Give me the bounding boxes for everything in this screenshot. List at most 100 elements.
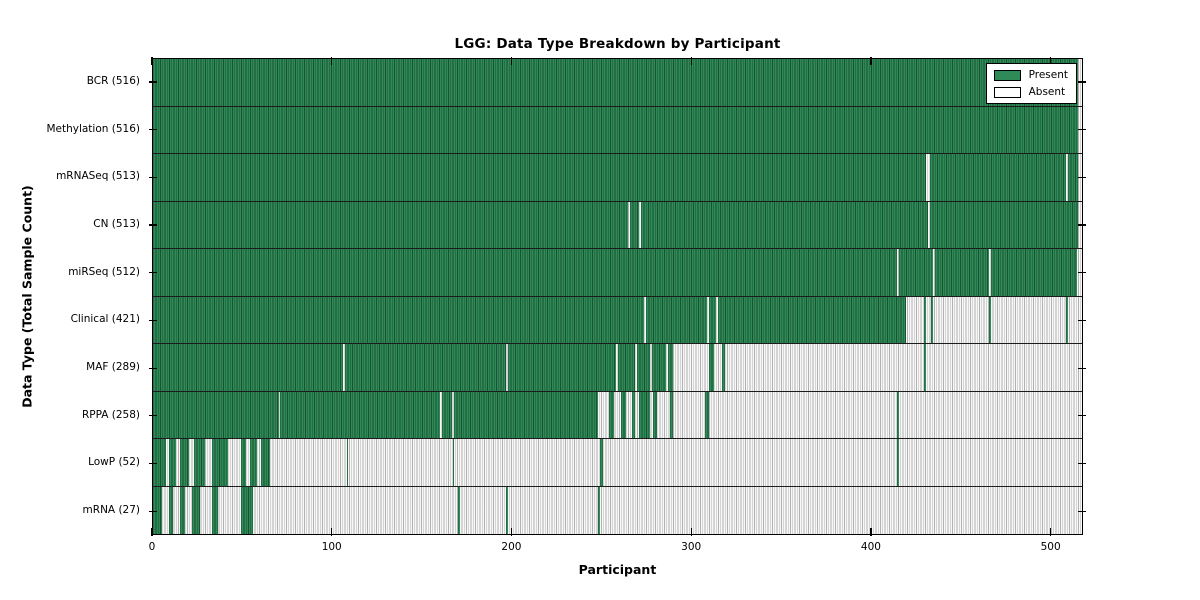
present-segment — [897, 391, 900, 438]
x-tick-mark — [1050, 57, 1052, 65]
present-segment — [631, 391, 636, 438]
present-segment — [508, 344, 616, 391]
present-segment — [899, 249, 934, 296]
x-tick-mark — [151, 528, 153, 536]
present-segment — [153, 486, 162, 534]
present-segment — [1065, 296, 1068, 343]
legend-absent-label: Absent — [1028, 86, 1066, 98]
y-tick-mark — [1078, 415, 1086, 417]
present-swatch-icon — [993, 69, 1021, 81]
x-tick-mark — [331, 57, 333, 65]
x-tick-mark — [331, 528, 333, 536]
present-segment — [441, 391, 453, 438]
y-tick-mark — [149, 129, 157, 131]
legend-entry-present: Present — [993, 69, 1068, 81]
row-CN — [153, 201, 1082, 249]
present-segment — [934, 249, 989, 296]
present-segment — [717, 296, 907, 343]
y-tick-label-mRNASeq: mRNASeq (513) — [56, 170, 140, 183]
present-segment — [153, 106, 1079, 153]
row-RPPA — [153, 391, 1082, 439]
y-tick-label-mRNA: mRNA (27) — [82, 504, 140, 517]
present-segment — [630, 201, 639, 248]
y-tick-mark — [1078, 129, 1086, 131]
present-segment — [212, 486, 218, 534]
present-segment — [153, 154, 926, 201]
x-tick-label-100: 100 — [321, 541, 342, 553]
x-axis-label: Participant — [578, 562, 657, 577]
present-segment — [153, 391, 279, 438]
x-tick-label-200: 200 — [501, 541, 522, 553]
present-segment — [153, 439, 166, 486]
present-segment — [280, 391, 440, 438]
x-tick-mark — [690, 57, 692, 65]
y-tick-label-RPPA: RPPA (258) — [81, 408, 140, 421]
present-segment — [597, 486, 600, 534]
rows-container — [153, 59, 1082, 534]
present-segment — [240, 439, 247, 486]
y-tick-mark — [149, 510, 157, 512]
present-segment — [506, 486, 509, 534]
x-tick-mark — [870, 528, 872, 536]
row-LowP — [153, 439, 1082, 487]
x-tick-label-300: 300 — [681, 541, 702, 553]
y-tick-mark — [1078, 319, 1086, 322]
present-segment — [169, 439, 177, 486]
present-segment — [249, 439, 258, 486]
row-mRNASeq — [153, 154, 1082, 202]
present-segment — [924, 344, 926, 391]
present-segment — [640, 201, 928, 248]
present-segment — [454, 391, 598, 438]
y-tick-label-Clinical: Clinical (421) — [70, 313, 140, 326]
present-segment — [179, 439, 189, 486]
present-segment — [931, 296, 934, 343]
row-mRNA — [153, 486, 1082, 534]
row-Clinical — [153, 296, 1082, 344]
present-segment — [153, 59, 1079, 106]
x-tick-mark — [151, 57, 153, 65]
present-segment — [346, 439, 349, 486]
row-Methylation — [153, 106, 1082, 154]
present-segment — [667, 344, 674, 391]
chart-title: LGG: Data Type Breakdown by Participant — [454, 36, 781, 52]
present-segment — [153, 344, 344, 391]
y-tick-mark — [149, 462, 157, 465]
present-segment — [212, 439, 229, 486]
present-segment — [192, 486, 200, 534]
present-segment — [260, 439, 270, 486]
row-BCR — [153, 59, 1082, 107]
y-tick-mark — [149, 367, 157, 369]
y-tick-mark — [1078, 272, 1086, 274]
present-segment — [653, 391, 657, 438]
y-tick-label-LowP: LowP (52) — [88, 456, 140, 469]
y-tick-label-Methylation: Methylation (516) — [46, 122, 140, 135]
present-segment — [924, 296, 926, 343]
present-segment — [240, 486, 254, 534]
y-tick-label-BCR: BCR (516) — [86, 74, 140, 87]
y-tick-label-miRSeq: miRSeq (512) — [68, 265, 140, 278]
present-segment — [705, 391, 709, 438]
x-tick-mark — [690, 528, 692, 536]
present-segment — [599, 439, 604, 486]
present-segment — [153, 249, 898, 296]
row-MAF — [153, 344, 1082, 392]
y-tick-mark — [1078, 224, 1086, 226]
present-segment — [721, 344, 726, 391]
x-tick-mark — [1050, 528, 1052, 536]
present-segment — [452, 439, 455, 486]
x-tick-mark — [870, 57, 872, 65]
present-segment — [990, 249, 1077, 296]
present-segment — [929, 154, 1066, 201]
present-segment — [637, 344, 650, 391]
y-tick-mark — [1078, 81, 1086, 83]
y-tick-mark — [149, 81, 157, 83]
x-tick-mark — [510, 57, 513, 65]
present-segment — [708, 296, 717, 343]
legend-entry-absent: Absent — [993, 86, 1068, 98]
y-tick-label-CN: CN (513) — [93, 217, 140, 230]
legend-present-label: Present — [1028, 69, 1068, 81]
y-tick-mark — [1078, 510, 1086, 512]
present-segment — [153, 201, 629, 248]
present-segment — [194, 439, 205, 486]
